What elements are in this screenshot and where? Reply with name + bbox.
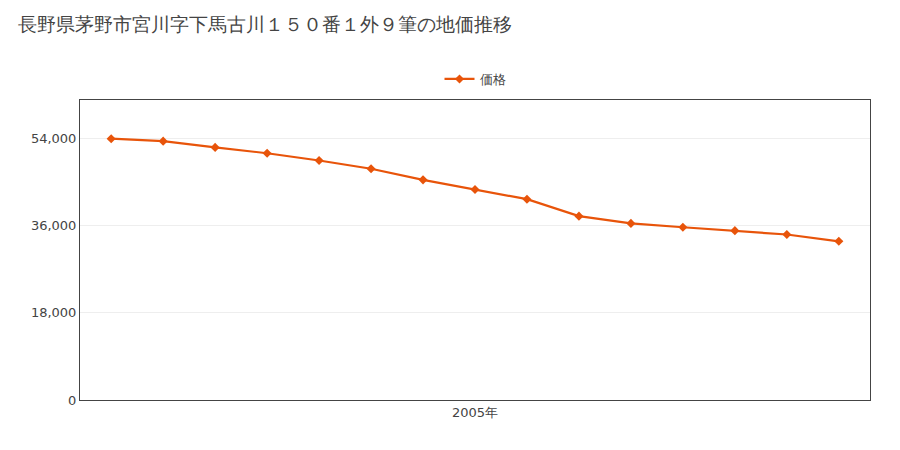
svg-text:0: 0 (68, 393, 76, 408)
svg-text:54,000: 54,000 (31, 131, 77, 146)
svg-text:18,000: 18,000 (31, 305, 77, 320)
svg-text:価格: 価格 (480, 72, 506, 87)
svg-text:2005年: 2005年 (452, 405, 498, 420)
svg-text:長野県茅野市宮川字下馬古川１５０番１外９筆の地価推移: 長野県茅野市宮川字下馬古川１５０番１外９筆の地価推移 (18, 13, 512, 35)
svg-text:36,000: 36,000 (31, 218, 77, 233)
